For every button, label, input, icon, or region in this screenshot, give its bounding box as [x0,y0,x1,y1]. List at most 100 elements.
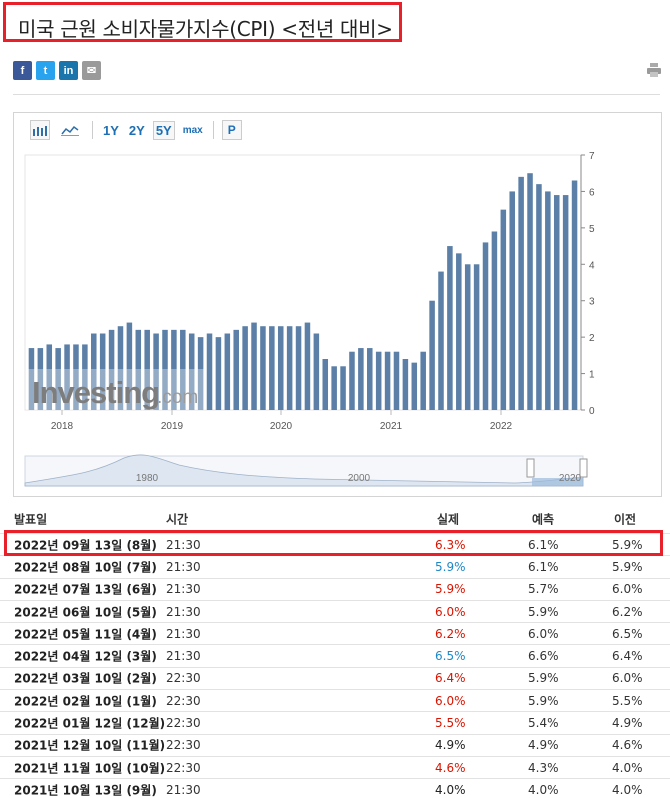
header-date[interactable]: 발표일 [14,512,48,527]
bar-9 [108,329,115,410]
previous-value: 4.6% [612,738,643,753]
bar-34 [331,366,337,410]
header-previous[interactable]: 이전 [614,512,637,527]
previous-value: 6.5% [612,626,643,641]
header-time[interactable]: 시간 [166,512,189,527]
navigator-label: 1980 [136,473,159,484]
bar-44 [420,351,426,410]
bar-3 [55,348,61,410]
range-max-button[interactable]: max [182,124,203,136]
forecast-value: 5.9% [528,693,559,708]
navigator-label: 2020 [559,473,582,484]
release-time: 22:30 [166,738,201,753]
actual-value: 5.5% [435,716,466,731]
release-time: 21:30 [166,559,201,574]
bar-21 [215,337,222,410]
line-chart-icon[interactable] [60,120,80,140]
previous-value: 6.2% [612,604,643,619]
forecast-value: 5.9% [528,671,559,686]
email-share-button[interactable]: ✉ [82,61,101,80]
release-date: 2022년 01월 12일 (12월) [14,716,166,731]
release-date: 2022년 04월 12일 (3월) [14,649,157,664]
table-row: 2022년 07월 13일 (6월) 21:30 5.9% 5.7% 6.0% [0,577,670,600]
bar-45 [429,300,435,410]
chart-toolbar: 1Y 2Y 5Y max P [30,119,252,141]
forecast-value: 6.6% [528,649,559,664]
header-forecast[interactable]: 예측 [532,512,555,527]
investing-watermark-suffix: .com [157,387,198,408]
previous-value: 5.9% [612,537,643,552]
bar-0 [28,348,35,410]
twitter-share-button[interactable]: t [36,61,55,80]
bar-52 [491,231,498,410]
navigator-left-handle [526,458,535,478]
release-date: 2022년 07월 13일 (6월) [14,582,157,597]
y-tick-label: 5 [589,224,595,235]
x-tick-label: 2020 [270,421,293,432]
release-date: 2022년 05월 11일 (4월) [14,627,157,642]
bar-39 [375,351,382,410]
bar-50 [473,264,480,410]
bar-30 [295,326,302,410]
p-button[interactable]: P [221,120,242,140]
release-date: 2021년 10월 13일 (9월) [14,783,157,798]
table-row: 2022년 02월 10일 (1월) 22:30 6.0% 5.9% 5.5% [0,689,670,711]
bar-chart-icon[interactable] [30,120,50,140]
bar-61 [571,180,578,410]
table-row: 2021년 11월 10일 (10월) 22:30 4.6% 4.3% 4.0% [0,755,670,778]
y-tick-label: 0 [589,406,595,417]
bar-40 [384,351,391,410]
forecast-value: 5.9% [528,604,559,619]
investing-watermark: Investing [32,375,159,410]
facebook-share-button[interactable]: f [13,61,32,80]
bar-60 [562,195,569,410]
release-date: 2022년 02월 10일 (1월) [14,694,157,709]
forecast-value: 4.0% [528,782,559,797]
release-date: 2022년 09월 13일 (8월) [14,538,157,553]
bar-56 [527,173,533,410]
table-row: 2022년 08월 10일 (7월) 21:30 5.9% 6.1% 5.9% [0,555,670,577]
release-date: 2022년 03월 10일 (2월) [14,671,157,686]
actual-value: 6.0% [435,693,466,708]
range-1y-button[interactable]: 1Y [103,122,119,138]
forecast-value: 6.1% [528,537,559,552]
bar-59 [553,195,560,410]
bar-25 [251,322,257,410]
bar-35 [340,366,346,410]
forecast-value: 5.7% [528,582,559,597]
previous-value: 4.0% [612,760,643,775]
range-5y-button[interactable]: 5Y [152,120,175,140]
chart-panel: 0 1 2 3 4 5 6 7 2018 2019 2020 2021 2022 Investing .co… [13,112,662,497]
page-title: 미국 근원 소비자물가지수(CPI) <전년 대비> [18,17,393,41]
share-bar: f t in ✉ [13,61,101,80]
print-icon[interactable] [646,62,662,78]
actual-value: 4.0% [435,782,466,797]
bar-53 [500,209,507,410]
bar-10 [117,326,124,410]
navigator-right-handle [579,458,588,478]
navigator-sparkline [24,454,584,487]
previous-value: 4.0% [612,782,643,797]
header-actual[interactable]: 실제 [437,512,460,527]
bar-17 [180,329,186,410]
range-2y-button[interactable]: 2Y [128,122,145,138]
bar-11 [126,322,133,410]
linkedin-share-button[interactable]: in [59,61,78,80]
bar-2 [46,344,53,410]
bar-4 [64,344,70,410]
table-row: 2022년 01월 12일 (12월) 22:30 5.5% 5.4% 4.9% [0,711,670,733]
table-row: 2022년 09월 13일 (8월) 21:30 6.3% 6.1% 5.9% [0,533,670,555]
bar-13 [144,329,150,410]
title-highlight-box: 미국 근원 소비자물가지수(CPI) <전년 대비> [3,2,402,42]
forecast-value: 4.9% [528,738,559,753]
bar-46 [438,271,444,410]
actual-value: 6.2% [435,626,466,641]
bar-32 [313,333,320,410]
bar-26 [260,326,266,410]
previous-value: 4.9% [612,716,643,731]
release-time: 21:30 [166,582,201,597]
x-tick-label: 2019 [161,421,184,432]
actual-value: 4.6% [435,760,466,775]
release-time: 22:30 [166,760,201,775]
toolbar-separator [92,121,93,139]
